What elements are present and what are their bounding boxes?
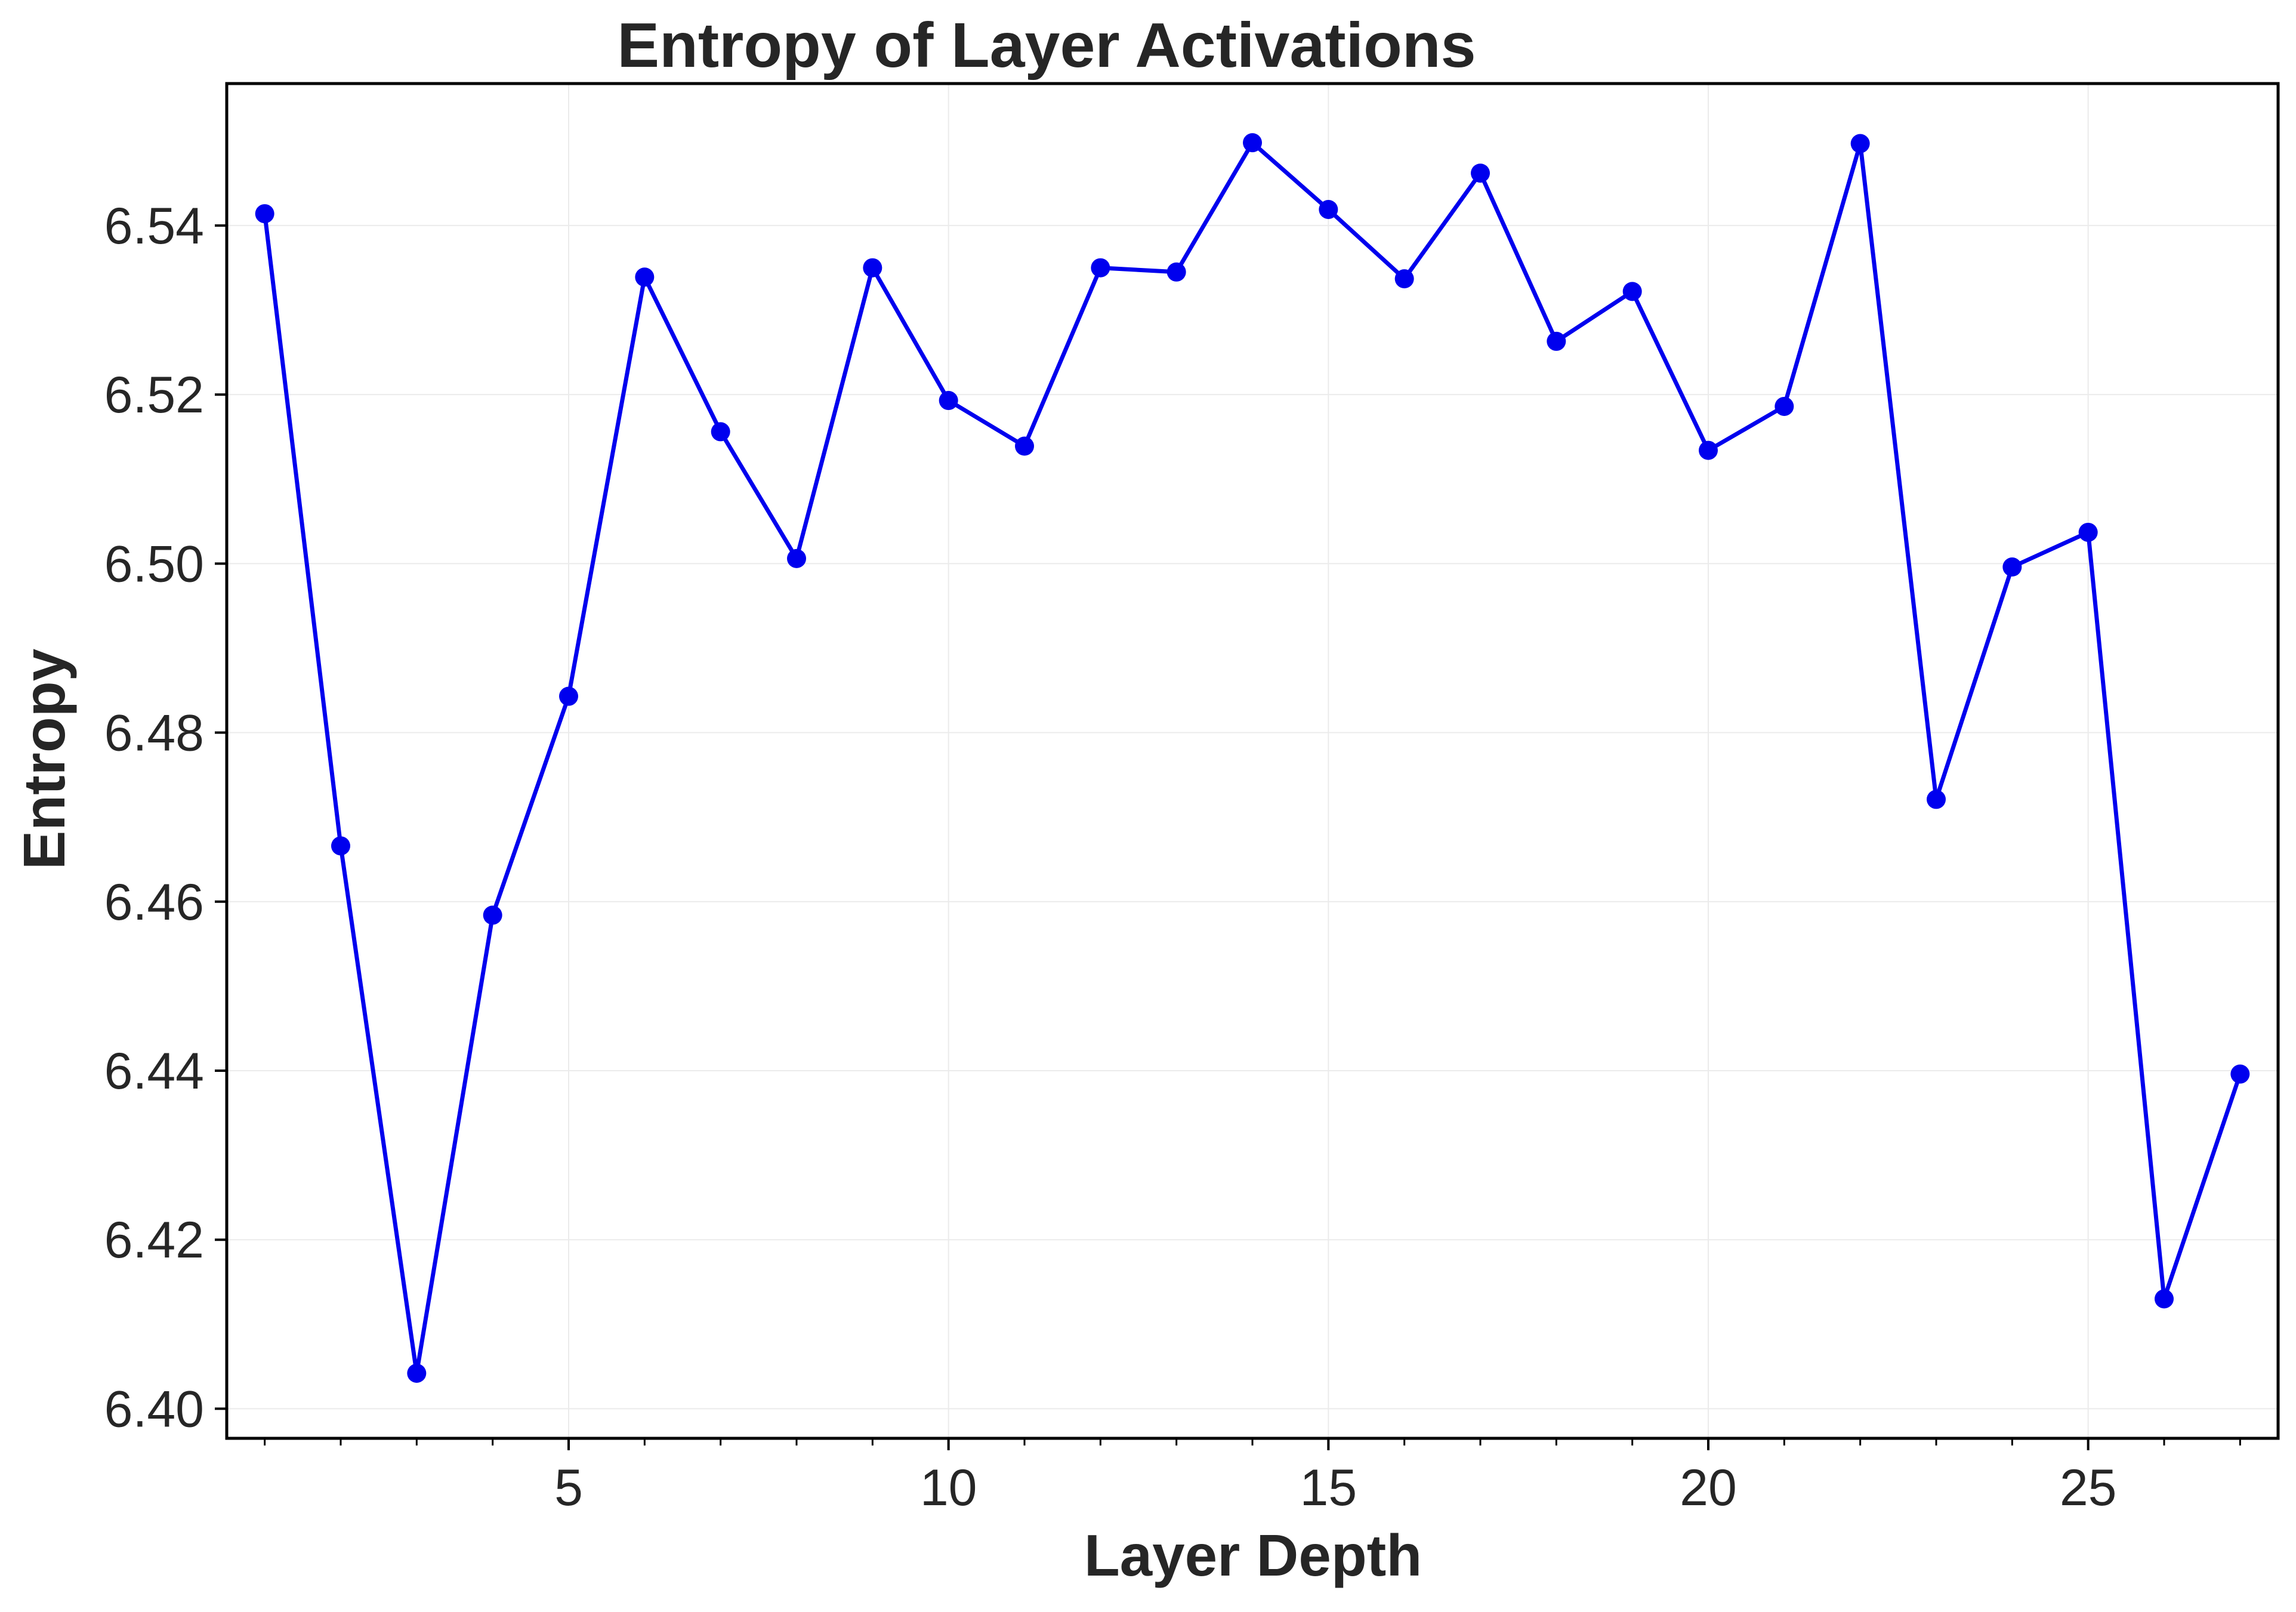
data-point — [255, 204, 274, 224]
data-point — [1091, 258, 1110, 278]
data-point — [2155, 1289, 2174, 1309]
plot-frame — [225, 82, 2280, 1440]
data-point — [1927, 790, 1946, 809]
data-point — [1319, 199, 1338, 219]
y-tick-label: 6.40 — [104, 1380, 204, 1438]
data-point — [1471, 164, 1490, 183]
y-tick-label: 6.46 — [104, 874, 204, 931]
data-point — [1622, 282, 1642, 301]
x-tick-label: 15 — [1300, 1459, 1357, 1517]
grid-lines — [227, 84, 2278, 1438]
x-axis-label: Layer Depth — [1084, 1522, 1422, 1588]
data-point — [1394, 269, 1414, 289]
data-point — [2230, 1064, 2250, 1084]
data-series — [255, 133, 2250, 1383]
data-point — [939, 391, 958, 411]
data-point — [407, 1363, 427, 1383]
data-point — [331, 836, 350, 856]
x-tick-label: 25 — [2060, 1459, 2117, 1517]
data-point — [1166, 262, 1186, 282]
data-point — [1547, 331, 1566, 351]
data-point — [1015, 436, 1034, 456]
data-point — [787, 548, 806, 568]
y-tick-label: 6.42 — [104, 1212, 204, 1269]
data-point — [711, 422, 730, 442]
data-point — [2002, 557, 2022, 577]
chart-title: Entropy of Layer Activations — [617, 10, 1476, 81]
data-point — [1775, 396, 1794, 416]
y-axis-label: Entropy — [11, 649, 77, 870]
data-point — [863, 258, 882, 278]
data-point — [1850, 134, 1870, 153]
axis-ticks: 5 10 15 20 25 6.40 6.42 6.44 6.46 6.48 6.50 6.52 6.5… — [104, 198, 2241, 1517]
data-point — [635, 267, 655, 287]
data-point — [483, 905, 502, 925]
y-tick-label: 6.54 — [104, 198, 204, 255]
y-tick-label: 6.50 — [104, 535, 204, 593]
data-point — [2078, 522, 2098, 542]
x-tick-label: 20 — [1680, 1459, 1737, 1517]
data-point — [1699, 440, 1718, 460]
y-tick-label: 6.44 — [104, 1043, 204, 1100]
data-point — [559, 686, 578, 706]
x-tick-label: 10 — [920, 1459, 977, 1517]
data-point — [1243, 133, 1262, 153]
y-tick-label: 6.52 — [104, 366, 204, 424]
y-tick-label: 6.48 — [104, 705, 204, 762]
x-tick-label: 5 — [554, 1459, 583, 1517]
